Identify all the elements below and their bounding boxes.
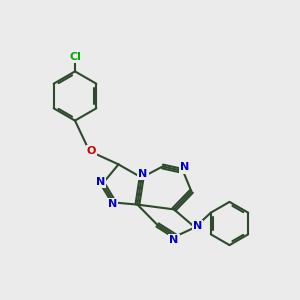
Text: N: N	[193, 221, 202, 231]
Text: O: O	[87, 146, 96, 157]
Text: N: N	[139, 169, 148, 179]
Text: N: N	[96, 177, 105, 187]
Text: Cl: Cl	[69, 52, 81, 62]
Text: Cl: Cl	[69, 52, 81, 62]
Text: N: N	[180, 162, 189, 172]
Text: O: O	[87, 146, 96, 157]
Text: N: N	[108, 199, 117, 209]
Text: N: N	[169, 235, 178, 245]
